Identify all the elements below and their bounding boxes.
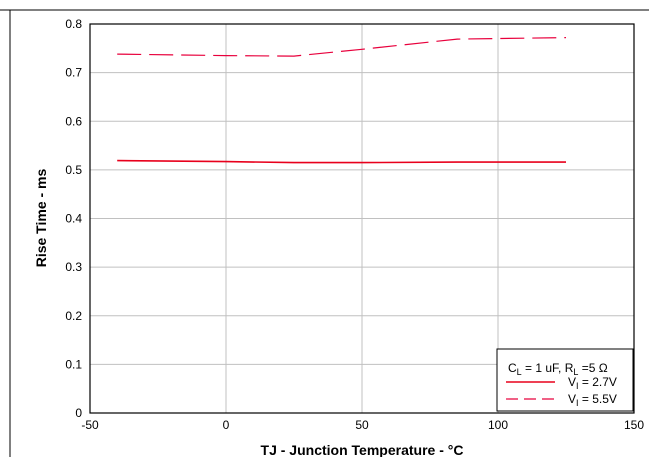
- y-tick-label: 0.1: [65, 357, 82, 371]
- x-tick-label: 0: [223, 418, 230, 432]
- series-line-5p5v: [117, 37, 567, 57]
- y-tick-label: 0.8: [65, 17, 82, 31]
- x-tick-label: 50: [355, 418, 369, 432]
- y-tick-label: 0.3: [65, 260, 82, 274]
- x-tick-label: -50: [81, 418, 99, 432]
- y-tick-labels: 0 0.1 0.2 0.3 0.4 0.5 0.6 0.7 0.8: [65, 17, 82, 420]
- series-lines: [117, 37, 567, 164]
- y-tick-label: 0.6: [65, 114, 82, 128]
- y-tick-label: 0.5: [65, 163, 82, 177]
- legend-box: [496, 348, 634, 412]
- y-axis-title: Rise Time - ms: [33, 169, 49, 268]
- grid: [90, 24, 634, 413]
- x-tick-labels: -50 0 50 100 150: [81, 418, 644, 432]
- legend-label-5p5v: VI = 5.5V: [568, 392, 617, 408]
- x-axis-title: TJ - Junction Temperature - °C: [261, 442, 464, 457]
- series-line-2p7v: [117, 159, 566, 164]
- plot-border: [89, 23, 635, 414]
- legend-label-2p7v: VI = 2.7V: [568, 375, 617, 391]
- y-tick-label: 0.7: [65, 66, 82, 80]
- legend: CL = 1 uF, RL =5 Ω VI = 2.7V VI = 5.5V: [496, 348, 634, 412]
- y-tick-label: 0: [75, 406, 82, 420]
- y-tick-label: 0.2: [65, 309, 82, 323]
- legend-title: CL = 1 uF, RL =5 Ω: [508, 361, 608, 377]
- y-tick-label: 0.4: [65, 212, 82, 226]
- x-tick-label: 150: [624, 418, 644, 432]
- x-tick-label: 100: [488, 418, 508, 432]
